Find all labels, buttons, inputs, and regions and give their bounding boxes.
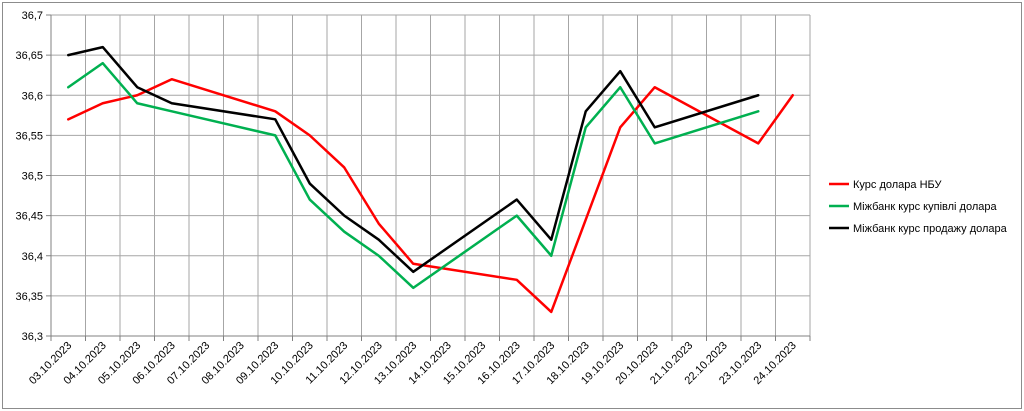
legend-label-2: Міжбанк курс купівлі долара: [853, 201, 997, 213]
legend-label-3: Міжбанк курс продажу долара: [853, 223, 1008, 235]
series-lines: [67, 45, 794, 314]
y-axis-ticks: 36,3 36,35 36,4 36,45 36,5 36,55 36,6 36,65 36,7: [15, 10, 51, 343]
y-tick-label: 36,55: [15, 130, 43, 142]
y-tick-label: 36,45: [15, 211, 43, 223]
y-tick-label: 36,65: [15, 50, 43, 62]
gridlines: [50, 14, 811, 337]
y-tick-label: 36,35: [15, 291, 43, 303]
series-line-3: [67, 45, 760, 274]
y-tick-label: 36,4: [22, 251, 43, 263]
y-tick-label: 36,6: [22, 90, 43, 102]
y-tick-label: 36,3: [22, 331, 43, 343]
legend: Курс долара НБУ Міжбанк курс купівлі дола…: [829, 179, 1008, 235]
legend-label-1: Курс долара НБУ: [853, 179, 942, 191]
y-tick-label: 36,7: [22, 10, 43, 22]
x-axis-ticks: 03.10.202304.10.202305.10.202306.10.2023…: [27, 336, 811, 387]
axes: [50, 15, 810, 337]
y-tick-label: 36,5: [22, 171, 43, 183]
